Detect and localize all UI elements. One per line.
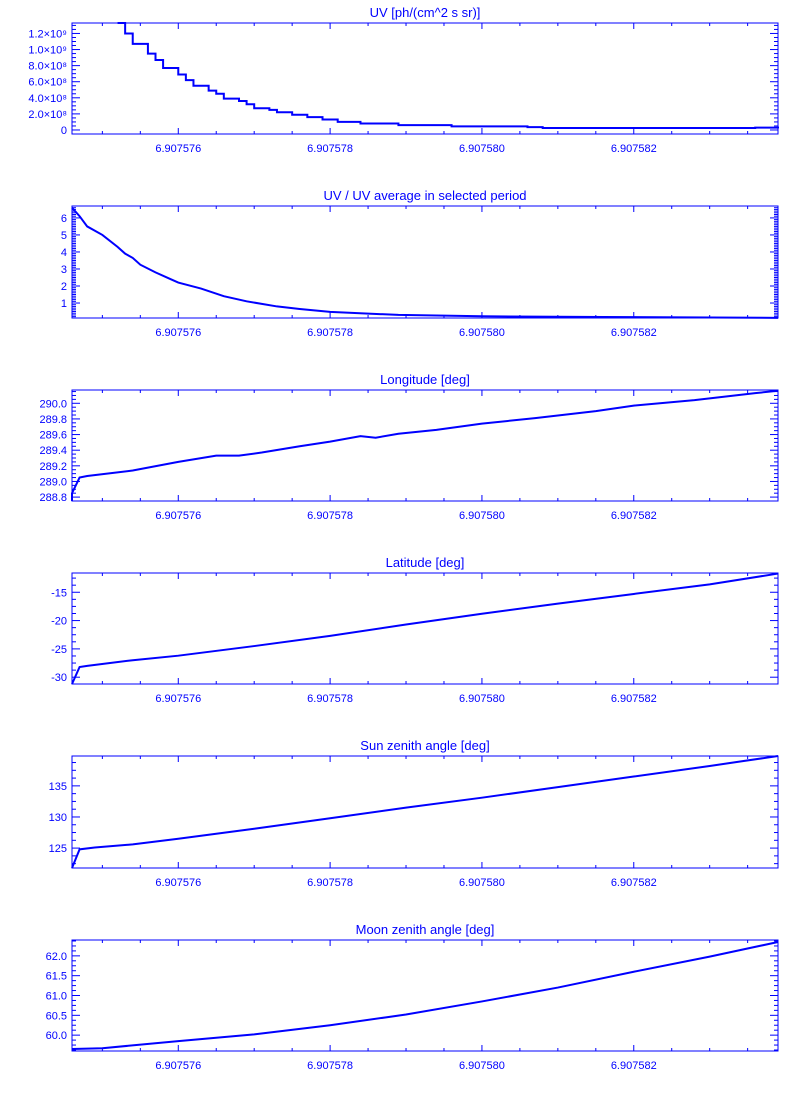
plot-frame xyxy=(71,755,779,869)
y-tick-label: 61.5 xyxy=(46,971,67,983)
x-tick-label: 6.907578 xyxy=(307,143,353,155)
y-tick-label: 60.0 xyxy=(46,1030,67,1042)
data-series-line xyxy=(71,389,779,501)
y-tick-label: 61.0 xyxy=(46,991,67,1003)
plot-frame xyxy=(71,389,779,502)
chart-title: Sun zenith angle [deg] xyxy=(360,738,489,753)
panel-1: UV [ph/(cm^2 s sr)] 6.907576 6.907578 6.907… xyxy=(28,5,779,155)
y-tick-label: 3 xyxy=(61,264,67,276)
y-tick-label: 125 xyxy=(49,843,67,855)
y-tick-label: -15 xyxy=(51,587,67,599)
y-tick-label: 289.4 xyxy=(39,445,67,457)
x-tick-label: 6.907576 xyxy=(155,693,201,705)
panel-2: UV / UV average in selected period 6.9075… xyxy=(61,188,779,339)
chart-title: Moon zenith angle [deg] xyxy=(356,922,495,937)
x-tick-label: 6.907576 xyxy=(155,1060,201,1072)
y-tick-label: 62.0 xyxy=(46,951,67,963)
y-tick-label: -30 xyxy=(51,672,67,684)
y-tick-label: 289.2 xyxy=(39,461,67,473)
y-tick-label: 60.5 xyxy=(46,1010,67,1022)
chart-title: UV [ph/(cm^2 s sr)] xyxy=(370,5,481,20)
x-tick-label: 6.907576 xyxy=(155,877,201,889)
x-tick-label: 6.907582 xyxy=(611,693,657,705)
y-tick-label: 130 xyxy=(49,812,67,824)
y-tick-label: 1.0×10⁹ xyxy=(28,45,67,57)
x-tick-label: 6.907576 xyxy=(155,143,201,155)
x-tick-label: 6.907578 xyxy=(307,510,353,522)
x-tick-label: 6.907578 xyxy=(307,693,353,705)
panel-5: Sun zenith angle [deg] 6.907576 6.907578 6.… xyxy=(49,738,779,889)
x-tick-label: 6.907582 xyxy=(611,327,657,339)
y-tick-label: 290.0 xyxy=(39,398,67,410)
y-tick-label: 0 xyxy=(61,125,67,137)
x-tick-label: 6.907580 xyxy=(459,510,505,522)
y-tick-label: 4 xyxy=(61,247,67,259)
data-series-line xyxy=(71,207,779,319)
data-series-line xyxy=(71,941,779,1051)
data-series-line xyxy=(71,572,779,685)
panel-3: Longitude [deg] 6.907576 6.907578 6.907580 6… xyxy=(39,372,779,522)
plot-frame xyxy=(71,22,779,135)
x-tick-label: 6.907582 xyxy=(611,510,657,522)
x-tick-label: 6.907582 xyxy=(611,143,657,155)
y-tick-label: 1.2×10⁹ xyxy=(28,28,67,40)
y-tick-label: 135 xyxy=(49,781,67,793)
x-tick-label: 6.907582 xyxy=(611,1060,657,1072)
plot-frame xyxy=(71,939,779,1052)
x-tick-label: 6.907576 xyxy=(155,510,201,522)
x-tick-label: 6.907578 xyxy=(307,877,353,889)
x-tick-label: 6.907580 xyxy=(459,877,505,889)
chart-title: Longitude [deg] xyxy=(380,372,470,387)
y-tick-label: 6.0×10⁸ xyxy=(28,77,67,89)
panel-4: Latitude [deg] 6.907576 6.907578 6.907580 6.… xyxy=(51,555,779,705)
data-series-line xyxy=(71,755,779,869)
y-tick-label: 6 xyxy=(61,213,67,225)
x-tick-label: 6.907576 xyxy=(155,327,201,339)
data-series-line xyxy=(117,22,779,129)
plot-frame xyxy=(71,205,779,319)
x-tick-label: 6.907578 xyxy=(307,1060,353,1072)
x-tick-label: 6.907580 xyxy=(459,1060,505,1072)
y-tick-label: -25 xyxy=(51,644,67,656)
x-tick-label: 6.907580 xyxy=(459,693,505,705)
chart-title: Latitude [deg] xyxy=(386,555,465,570)
plot-frame xyxy=(71,572,779,685)
y-tick-label: 5 xyxy=(61,230,67,242)
y-tick-label: 289.8 xyxy=(39,414,67,426)
y-tick-label: 2 xyxy=(61,281,67,293)
y-tick-label: 1 xyxy=(61,298,67,310)
chart-title: UV / UV average in selected period xyxy=(323,188,526,203)
y-tick-label: 289.6 xyxy=(39,430,67,442)
y-tick-label: 8.0×10⁸ xyxy=(28,61,67,73)
x-tick-label: 6.907578 xyxy=(307,327,353,339)
x-tick-label: 6.907580 xyxy=(459,327,505,339)
y-tick-label: 4.0×10⁸ xyxy=(28,93,67,105)
y-tick-label: 289.0 xyxy=(39,476,67,488)
y-tick-label: 288.8 xyxy=(39,492,67,504)
x-tick-label: 6.907580 xyxy=(459,143,505,155)
y-tick-label: -20 xyxy=(51,616,67,628)
y-tick-label: 2.0×10⁸ xyxy=(28,109,67,121)
x-tick-label: 6.907582 xyxy=(611,877,657,889)
panel-6: Moon zenith angle [deg] 6.907576 6.907578 6… xyxy=(46,922,779,1072)
